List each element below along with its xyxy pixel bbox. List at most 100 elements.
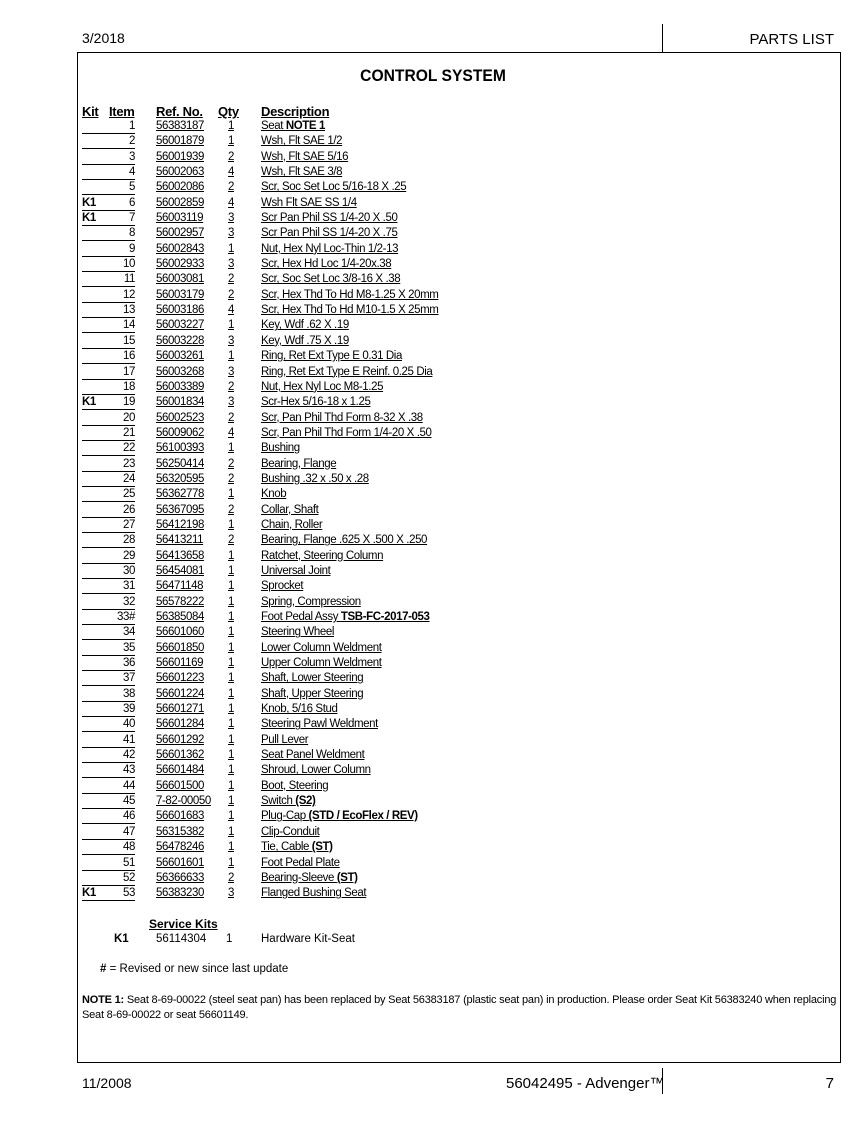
table-row: 44 56601500 1 Boot, Steering (82, 779, 482, 794)
desc-text: Steering Pawl Weldment (261, 718, 378, 731)
item-cell: 39 (123, 703, 135, 716)
table-row: 47 56315382 1 Clip-Conduit (82, 825, 482, 840)
table-row: K1 7 56003119 3 Scr Pan Phil SS 1/4-20 X .50 (82, 211, 482, 227)
qty-cell: 1 (228, 733, 234, 746)
item-cell: 52 (123, 871, 135, 884)
legend-text: = Revised or new since last update (106, 963, 289, 975)
ref-cell: 56003261 (156, 350, 204, 363)
table-row: K1 53 56383230 3 Flanged Bushing Seat (82, 886, 482, 902)
table-row: 16 56003261 1 Ring, Ret Ext Type E 0.31 Dia (82, 349, 482, 365)
table-row: 34 56601060 1 Steering Wheel (82, 625, 482, 641)
desc-text: Clip-Conduit (261, 825, 320, 838)
qty-cell: 2 (228, 457, 234, 470)
qty-cell: 1 (228, 687, 234, 700)
qty-cell: 1 (228, 595, 234, 608)
item-cell: 29 (123, 549, 135, 562)
kit-cell (82, 780, 135, 794)
item-cell: 14 (123, 319, 135, 332)
ref-cell: 56601500 (156, 779, 204, 792)
kit-cell (82, 718, 135, 733)
col-item: Item (109, 104, 135, 119)
table-row: K1 6 56002859 4 Wsh Flt SAE SS 1/4 (82, 196, 482, 211)
qty-cell: 4 (228, 426, 234, 439)
ref-cell: 56003227 (156, 319, 204, 332)
footer-date: 11/2008 (82, 1075, 132, 1091)
ref-cell: 56320595 (156, 472, 204, 485)
qty-cell: 4 (228, 166, 234, 179)
kit-cell (82, 442, 135, 457)
desc-text: Foot Pedal Assy (261, 611, 341, 623)
item-cell: 5 (129, 181, 135, 194)
desc-text: Plug-Cap (261, 810, 309, 823)
item-cell: 33# (117, 611, 135, 623)
kit-cell (82, 289, 135, 303)
desc-cell: Scr, Pan Phil Thd Form 8-32 X .38 (261, 412, 423, 424)
table-row: 33# 56385084 1 Foot Pedal Assy TSB-FC-2017-… (82, 610, 482, 625)
qty-cell: 1 (228, 611, 234, 623)
ref-cell: 56601850 (156, 641, 204, 654)
ref-cell: 56003389 (156, 380, 204, 393)
ref-cell: 56601060 (156, 626, 204, 639)
desc-text: Seat Panel Weldment (261, 749, 365, 762)
ref-cell: 56412198 (156, 518, 204, 531)
kit-cell (82, 166, 135, 181)
qty-cell: 3 (228, 365, 234, 378)
desc-text: Shroud, Lower Column (261, 764, 371, 777)
kit-cell: K1 (82, 197, 135, 211)
item-cell: 38 (123, 687, 135, 700)
table-row: 41 56601292 1 Pull Lever (82, 733, 482, 748)
qty-cell: 1 (228, 795, 234, 808)
table-row: 42 56601362 1 Seat Panel Weldment (82, 748, 482, 764)
kit-cell (82, 243, 135, 257)
desc-cell: Shaft, Upper Steering (261, 687, 364, 700)
table-row: 13 56003186 4 Scr, Hex Thd To Hd M10-1.5 X … (82, 303, 482, 319)
ref-cell: 56367095 (156, 503, 204, 516)
qty-cell: 1 (228, 518, 234, 531)
item-cell: 16 (123, 350, 135, 363)
desc-cell: Scr Pan Phil SS 1/4-20 X .75 (261, 227, 398, 239)
ref-cell: 56001939 (156, 150, 204, 163)
item-cell: 27 (123, 518, 135, 531)
item-cell: 19 (123, 396, 135, 409)
kit-cell (82, 580, 135, 595)
qty-cell: 2 (228, 181, 234, 194)
qty-cell: 4 (228, 196, 234, 209)
ref-cell: 56002957 (156, 227, 204, 240)
table-row: 9 56002843 1 Nut, Hex Nyl Loc-Thin 1/2-13 (82, 242, 482, 257)
kit-cell (82, 366, 135, 380)
qty-cell: 4 (228, 304, 234, 317)
desc-text: Key, Wdf .62 X .19 (261, 319, 349, 332)
desc-cell: Key, Wdf .62 X .19 (261, 319, 349, 331)
item-cell: 40 (123, 718, 135, 731)
item-cell: 53 (123, 887, 135, 900)
kit-cell (82, 841, 135, 856)
qty-cell: 3 (228, 887, 234, 900)
desc-text: Boot, Steering (261, 779, 329, 792)
ref-cell: 56001879 (156, 135, 204, 148)
desc-text: Shaft, Upper Steering (261, 687, 364, 700)
desc-text: Ring, Ret Ext Type E 0.31 Dia (261, 350, 402, 363)
kit-cell (82, 519, 135, 533)
qty-cell: 1 (228, 442, 234, 455)
qty-cell: 1 (228, 580, 234, 593)
kit-cell (82, 381, 135, 395)
desc-text: Pull Lever (261, 733, 309, 746)
kit-cell (82, 810, 135, 825)
desc-text: Lower Column Weldment (261, 641, 382, 654)
table-row: 17 56003268 3 Ring, Ret Ext Type E Reinf. 0… (82, 365, 482, 380)
desc-cell: Knob, 5/16 Stud (261, 703, 338, 715)
kit-cell (82, 642, 135, 656)
kit-cell (82, 872, 135, 886)
footer-doc: 56042495 - Advenger™ (506, 1075, 665, 1092)
service-kit-qty: 1 (226, 933, 233, 945)
item-cell: 6 (129, 196, 135, 209)
qty-cell: 1 (228, 672, 234, 685)
item-cell: 35 (123, 641, 135, 654)
qty-cell: 1 (228, 135, 234, 148)
desc-cell: Chain, Roller (261, 519, 323, 531)
item-cell: 3 (129, 150, 135, 163)
kit-cell (82, 319, 135, 334)
item-cell: 7 (129, 212, 135, 225)
desc-cell: Scr, Hex Hd Loc 1/4-20x.38 (261, 258, 392, 270)
desc-cell: Nut, Hex Nyl Loc M8-1.25 (261, 381, 383, 393)
